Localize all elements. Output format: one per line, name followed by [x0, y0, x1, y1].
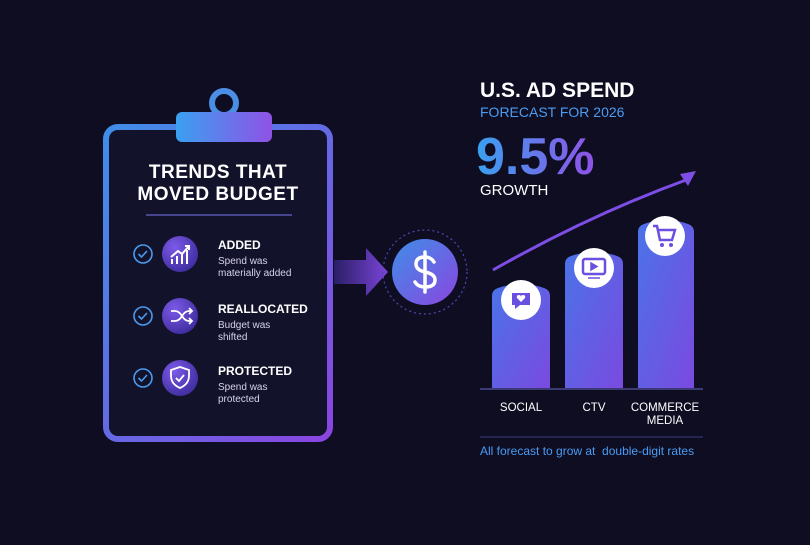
- cart-wheel: [669, 243, 673, 247]
- item-label: PROTECTED: [218, 364, 292, 378]
- clip: [176, 112, 272, 142]
- trend-item: REALLOCATED Budget was shifted: [133, 298, 308, 343]
- category-label: SOCIAL: [500, 402, 543, 414]
- item-desc: Spend was: [218, 382, 267, 393]
- play-icon: [588, 261, 600, 279]
- flow-arrow: [334, 248, 388, 296]
- check: [137, 250, 148, 259]
- clipboard-title: TRENDS THAT: [149, 162, 287, 183]
- icon-circle: [162, 236, 198, 272]
- check-circle: [133, 368, 153, 388]
- item-desc: Budget was: [218, 320, 270, 331]
- category-label: COMMERCE: [631, 402, 700, 414]
- check-circle: [133, 244, 153, 264]
- shuffle-icon: [171, 307, 194, 325]
- growth-label: GROWTH: [480, 182, 548, 199]
- trend-item: ADDED Spend was materially added: [133, 236, 291, 279]
- category-label: MEDIA: [647, 415, 684, 427]
- clip-ring: [209, 88, 239, 118]
- item-desc: shifted: [218, 332, 247, 343]
- icon-circle: [162, 298, 198, 334]
- trend-item: PROTECTED Spend was protected: [133, 360, 292, 405]
- growth-icon: [170, 245, 190, 264]
- item-label: REALLOCATED: [218, 302, 308, 316]
- trend-line: [492, 178, 687, 272]
- bar: [565, 252, 623, 388]
- dollar-ring: [382, 229, 468, 315]
- clipboard-title: MOVED BUDGET: [137, 184, 298, 205]
- dollar-icon: [413, 250, 437, 294]
- item-label: ADDED: [218, 238, 261, 252]
- footnote: All forecast to grow at double-digit rat…: [480, 444, 694, 458]
- item-desc: Spend was: [218, 256, 267, 267]
- category-label: CTV: [583, 402, 606, 414]
- cart-icon: [653, 224, 677, 242]
- forecast-title: U.S. AD SPEND: [480, 79, 634, 102]
- forecast-subtitle: FORECAST FOR 2026: [480, 104, 625, 120]
- icon-badge: [645, 216, 685, 256]
- shield-icon: [170, 366, 190, 389]
- check: [137, 374, 148, 383]
- bar: [638, 220, 694, 388]
- heart-icon: [516, 295, 526, 302]
- check-circle: [133, 306, 153, 326]
- growth-value: 9.5%: [476, 128, 595, 186]
- item-desc: materially added: [218, 268, 291, 279]
- trend-arrowhead: [680, 171, 696, 186]
- icon-circle: [162, 360, 198, 396]
- tv-icon: [581, 257, 607, 276]
- cart-wheel: [660, 243, 664, 247]
- check: [137, 312, 148, 321]
- item-desc: protected: [218, 394, 260, 405]
